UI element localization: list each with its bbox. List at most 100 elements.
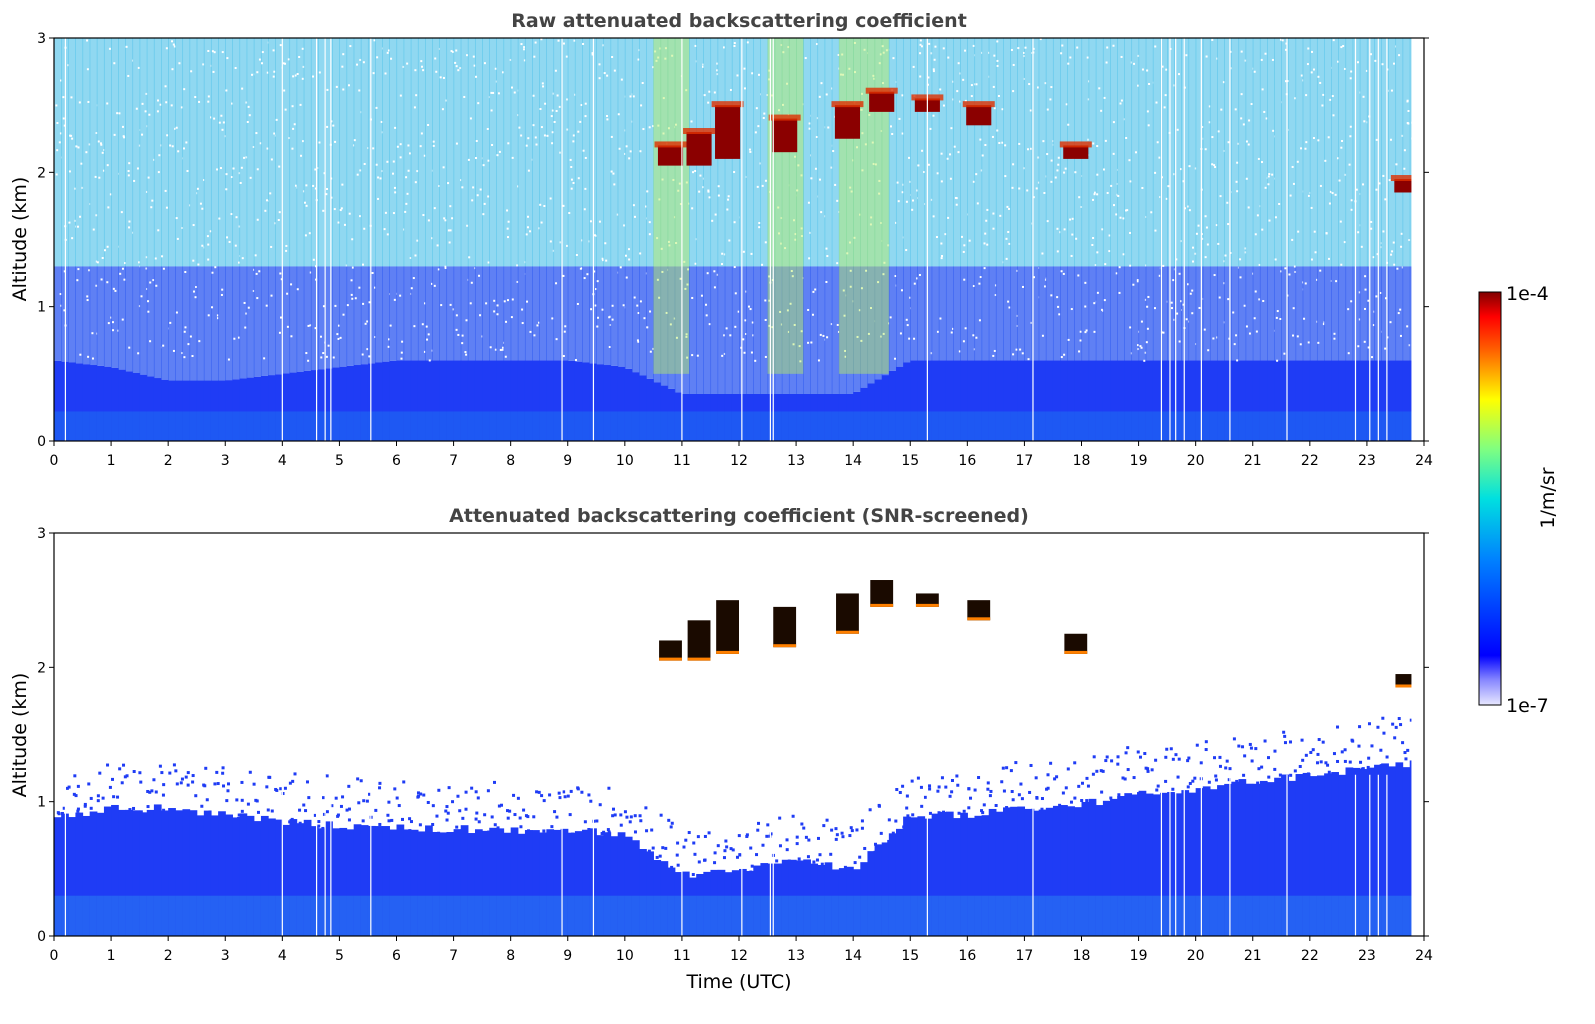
noise-speckle [507, 220, 510, 223]
surface-layer [1359, 411, 1368, 441]
noise-speckle [1137, 54, 1140, 57]
surface-layer [432, 895, 440, 936]
layer-speckle [916, 776, 920, 780]
noise-speckle [1284, 267, 1287, 270]
noise-speckle [1278, 202, 1281, 205]
noise-band [460, 266, 469, 361]
noise-speckle [633, 296, 636, 299]
noise-speckle [911, 208, 914, 211]
noise-speckle [98, 176, 101, 179]
noise-speckle [856, 146, 859, 149]
layer-speckle [834, 837, 838, 841]
noise-speckle [201, 244, 204, 247]
noise-speckle [939, 317, 942, 320]
layer-speckle [162, 808, 166, 812]
layer-speckle [625, 815, 629, 819]
aerosol-column [1110, 360, 1118, 441]
noise-speckle [202, 63, 205, 66]
noise-speckle [787, 46, 790, 49]
noise-speckle [919, 52, 922, 55]
aerosol-column [510, 360, 519, 441]
noise-band [153, 266, 162, 379]
layer-speckle [240, 809, 244, 813]
noise-speckle [652, 66, 655, 69]
noise-band [631, 266, 640, 373]
layer-speckle [1110, 759, 1114, 763]
noise-speckle [1117, 195, 1120, 198]
noise-speckle [1096, 145, 1099, 148]
noise-speckle [757, 73, 760, 76]
noise-speckle [1019, 348, 1022, 351]
noise-speckle [265, 304, 268, 307]
layer-speckle [587, 793, 591, 797]
noise-speckle [721, 354, 724, 357]
noise-speckle [405, 202, 408, 205]
layer-speckle [818, 853, 822, 857]
layer-speckle [1263, 739, 1267, 743]
noise-speckle [351, 266, 354, 269]
surface-layer [453, 895, 462, 936]
noise-band-upper [1052, 38, 1061, 267]
surface-layer [1252, 411, 1261, 441]
noise-speckle [1115, 213, 1118, 216]
noise-speckle [294, 74, 297, 77]
layer-speckle [1293, 769, 1297, 773]
aerosol-column [353, 365, 362, 441]
noise-band [474, 266, 483, 361]
aerosol-column [432, 360, 440, 441]
noise-speckle [1115, 272, 1118, 275]
noise-band [375, 266, 383, 363]
noise-speckle [908, 337, 911, 340]
surface-layer [1188, 895, 1197, 936]
noise-band [1045, 266, 1054, 361]
noise-speckle [869, 223, 872, 226]
noise-speckle [1129, 264, 1132, 267]
noise-speckle [1396, 267, 1399, 270]
noise-speckle [1324, 159, 1327, 162]
noise-speckle [1136, 280, 1139, 283]
layer-speckle [650, 828, 654, 832]
noise-speckle [256, 168, 259, 171]
layer-speckle [1260, 765, 1264, 769]
x-tick-label: 7 [449, 948, 458, 964]
aerosol-column [1010, 360, 1018, 441]
noise-speckle [623, 224, 626, 227]
noise-speckle [819, 333, 822, 336]
boundary-layer-column [1238, 779, 1247, 936]
noise-speckle [207, 258, 210, 261]
layer-speckle [445, 805, 449, 809]
noise-band-upper [489, 38, 497, 267]
layer-speckle [347, 807, 351, 811]
layer-speckle [120, 781, 124, 785]
noise-speckle [212, 70, 215, 73]
boundary-layer-column [560, 828, 569, 936]
noise-speckle [191, 355, 194, 358]
aerosol-column [1395, 360, 1404, 441]
layer-speckle [807, 838, 811, 842]
noise-speckle [1305, 141, 1308, 144]
surface-layer [967, 411, 976, 441]
noise-speckle [749, 308, 752, 311]
surface-layer [1017, 895, 1026, 936]
noise-speckle [1310, 71, 1313, 74]
noise-band [546, 266, 555, 361]
aerosol-column [631, 372, 640, 441]
layer-speckle [849, 826, 853, 830]
noise-speckle [1030, 147, 1033, 150]
layer-speckle [152, 778, 156, 782]
noise-speckle [778, 232, 781, 235]
noise-speckle [1129, 180, 1132, 183]
noise-speckle [113, 133, 116, 136]
noise-band [132, 266, 141, 373]
layer-speckle [160, 771, 164, 775]
noise-speckle [808, 257, 811, 260]
noise-speckle [175, 126, 178, 129]
noise-speckle [1010, 48, 1013, 51]
layer-speckle [518, 816, 522, 820]
noise-speckle [901, 132, 904, 135]
surface-layer [75, 895, 84, 936]
noise-speckle [176, 237, 179, 240]
noise-speckle [677, 189, 680, 192]
noise-speckle [551, 109, 554, 112]
